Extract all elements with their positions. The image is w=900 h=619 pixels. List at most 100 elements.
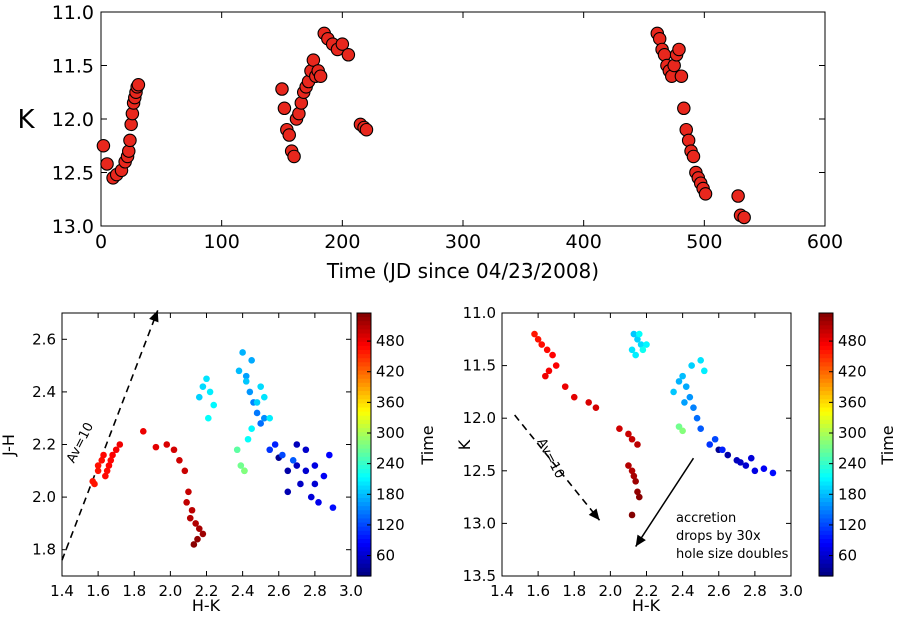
p3-colorbar-band — [819, 333, 833, 339]
light-curve-point — [282, 128, 296, 142]
p2-colorbar-band — [357, 317, 371, 322]
p2-point — [205, 414, 212, 422]
p3-xtick-2-2: 2.2 — [635, 582, 659, 600]
p2-colorbar-band — [357, 477, 371, 483]
light-curve-point — [275, 82, 289, 96]
p3-point — [632, 478, 639, 485]
p2-point — [102, 472, 109, 480]
p2-colorbar-band — [357, 571, 371, 577]
color-color-points — [89, 349, 337, 548]
accretion-annotation: accretion drops by 30x hole size doubles — [676, 511, 789, 562]
p2-point — [284, 488, 292, 496]
p2-colorbar-band — [357, 386, 371, 392]
p3-point — [538, 341, 546, 348]
p3-colorbar-band — [819, 563, 833, 569]
p3-point — [632, 351, 639, 359]
p3-colorbar-band — [819, 382, 833, 388]
p3-colorbar-band — [819, 386, 833, 392]
p3-point — [549, 351, 556, 359]
p3-colorbar-band — [819, 403, 833, 409]
p3-xtick-1-8: 1.8 — [562, 582, 586, 600]
p3-point — [531, 330, 538, 338]
p3-xtick-1-6: 1.6 — [526, 582, 550, 600]
color-color-panel: Av=10 1.4 1.6 1.8 2.0 2.2 2.4 2.6 2.8 3.0 1.8 2.0… — [0, 310, 437, 615]
p2-point — [188, 506, 196, 514]
p3-xtick-2-8: 2.8 — [743, 582, 767, 600]
p3-colorbar-band — [819, 559, 833, 565]
p2-colorbar-band — [357, 415, 371, 421]
p2-colorbar-band — [357, 485, 371, 491]
p3-point — [639, 346, 647, 354]
p3-point — [686, 393, 694, 401]
p3-point — [688, 362, 695, 369]
p2-point — [302, 446, 310, 454]
p2-colorbar-tick-180: 180 — [376, 485, 405, 503]
p3-colorbar-band — [819, 477, 833, 483]
p3-xtick-1-4: 1.4 — [490, 582, 514, 600]
p2-ytick-1-8: 1.8 — [32, 541, 56, 559]
p2-point — [199, 383, 207, 390]
p2-colorbar-band — [357, 456, 371, 462]
light-curve-point — [123, 133, 137, 148]
p2-point — [297, 480, 304, 488]
p2-point — [311, 480, 319, 488]
p2-point — [311, 462, 319, 469]
p2-point — [329, 504, 337, 511]
p3-colorbar-band — [819, 407, 833, 413]
p2-point — [326, 451, 333, 459]
p2-colorbar-band — [357, 423, 371, 429]
p3-colorbar-band — [819, 506, 833, 511]
p2-point — [206, 388, 214, 396]
p3-colorbar-band — [819, 374, 833, 380]
p2-colorbar-tick-240: 240 — [376, 455, 405, 473]
p2-point — [186, 514, 194, 522]
p3-colorbar-band — [819, 567, 833, 573]
p2-point — [248, 425, 255, 433]
color-color-frame — [61, 312, 352, 577]
p2-xtick-1-8: 1.8 — [122, 582, 146, 600]
p2-point — [183, 499, 190, 506]
color-color-x-ticks: 1.4 1.6 1.8 2.0 2.2 2.4 2.6 2.8 3.0 — [50, 313, 363, 600]
light-curve-point — [677, 101, 691, 116]
p2-colorbar-band — [357, 452, 371, 458]
p2-av-label: Av=10 — [64, 420, 97, 465]
light-curve-xtick-500: 500 — [686, 231, 722, 253]
light-curve-point — [335, 37, 350, 51]
light-curve-panel: 0 100 200 300 400 500 600 11.0 11.5 12.0 12.5 13.0… — [17, 2, 843, 283]
p2-point — [152, 443, 160, 451]
p3-point — [635, 330, 643, 338]
p2-colorbar-band — [357, 563, 371, 569]
p3-colorbar-band — [819, 349, 833, 355]
p3-colorbar-tick-120: 120 — [838, 516, 867, 534]
p2-point — [116, 441, 124, 448]
p3-colorbar-band — [819, 497, 833, 503]
p2-colorbar-band — [357, 395, 371, 400]
p2-point — [261, 393, 268, 401]
colorbar-left-label: Time — [418, 425, 437, 465]
p2-point — [163, 441, 171, 448]
p2-colorbar-band — [357, 432, 371, 437]
p3-point — [630, 330, 638, 338]
p2-colorbar-band — [357, 497, 371, 503]
p2-colorbar-band — [357, 358, 371, 363]
p3-colorbar-band — [819, 370, 833, 376]
p2-ytick-2-2: 2.2 — [32, 436, 56, 454]
p2-colorbar-band — [357, 411, 371, 417]
p2-colorbar-band — [357, 514, 371, 520]
p2-colorbar-band — [357, 539, 371, 544]
p3-colorbar-band — [819, 547, 833, 552]
p3-point — [760, 465, 768, 472]
p2-colorbar-band — [357, 436, 371, 441]
p2-point — [253, 399, 261, 406]
annotation-line-3: hole size doubles — [676, 547, 789, 562]
p2-point — [320, 472, 328, 480]
light-curve-frame — [100, 11, 826, 227]
p2-colorbar-band — [357, 559, 371, 565]
p3-colorbar-band — [819, 354, 833, 359]
p2-colorbar-band — [357, 419, 371, 425]
color-magnitude-points — [531, 330, 777, 519]
p2-point — [257, 383, 264, 390]
p2-colorbar-tick-480: 480 — [376, 332, 405, 350]
color-magnitude-ylabel: K — [455, 439, 474, 450]
p3-colorbar-band — [819, 510, 833, 515]
